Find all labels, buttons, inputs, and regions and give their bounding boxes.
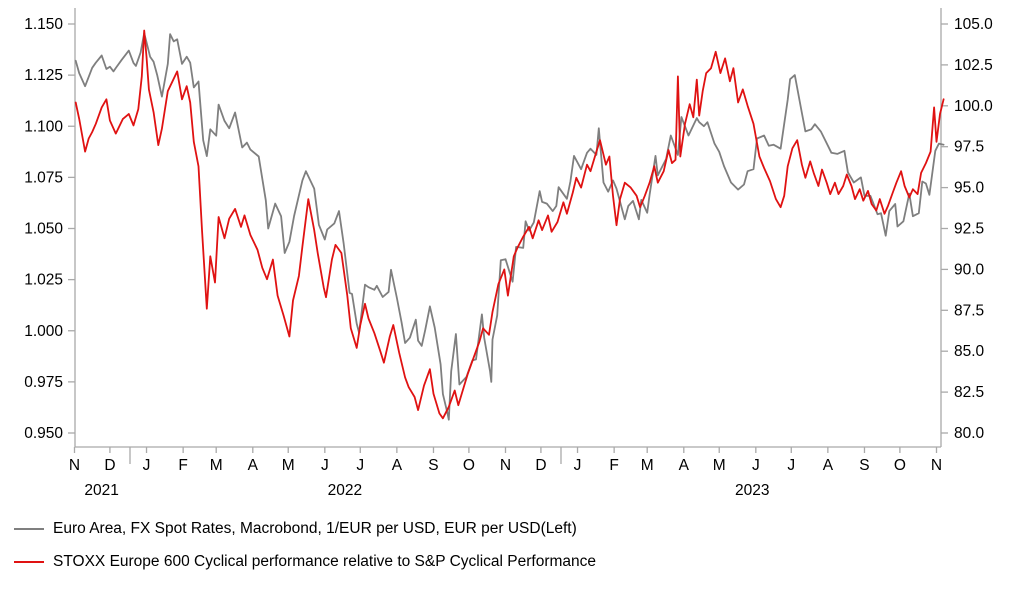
month-tick-label: J (787, 457, 795, 474)
month-tick-label: N (500, 457, 511, 474)
fx-vs-stoxx-relative-performance-chart: 1.150 1.125 1.100 1.075 1.050 1.025 1.000 0.975… (24, 8, 993, 499)
month-tick-label: A (679, 457, 690, 474)
month-tick-label: J (356, 457, 364, 474)
month-tick-label: M (713, 457, 726, 474)
legend: Euro Area, FX Spot Rates, Macrobond, 1/E… (14, 517, 596, 583)
year-label: 2023 (735, 482, 769, 499)
left-axis-tick-label: 1.025 (24, 272, 63, 289)
month-tick-label: N (931, 457, 942, 474)
right-axis-tick-label: 95.0 (954, 180, 985, 197)
month-tick-label: J (752, 457, 760, 474)
month-tick-label: O (463, 457, 475, 474)
right-axis-tick-label: 85.0 (954, 343, 985, 360)
month-tick-label: N (69, 457, 80, 474)
month-tick-label: J (321, 457, 329, 474)
stoxx-relative-series-line (74, 29, 945, 420)
right-axis-tick-label: 87.5 (954, 302, 984, 319)
month-tick-label: M (210, 457, 223, 474)
eur-usd-line-swatch (14, 527, 44, 531)
month-tick-label: A (823, 457, 834, 474)
left-axis-tick-label: 1.125 (24, 67, 63, 84)
left-axis-tick-label: 1.150 (24, 16, 63, 33)
right-axis-tick-label: 82.5 (954, 384, 984, 401)
left-axis-tick-label: 0.950 (24, 425, 63, 442)
left-axis-tick-label: 1.100 (24, 118, 63, 135)
right-axis-tick-label: 105.0 (954, 16, 993, 33)
stoxx-line-swatch (14, 560, 44, 564)
month-tick-label: S (428, 457, 438, 474)
legend-label-stoxx: STOXX Europe 600 Cyclical performance re… (53, 553, 597, 570)
legend-item-eur-usd: Euro Area, FX Spot Rates, Macrobond, 1/E… (14, 517, 596, 541)
month-tick-label: F (178, 457, 187, 474)
month-tick-label: J (574, 457, 582, 474)
month-tick-label: M (282, 457, 295, 474)
right-axis-tick-label: 80.0 (954, 425, 985, 442)
eur-usd-series-line (74, 32, 945, 421)
month-tick-label: J (143, 457, 151, 474)
right-axis-tick-label: 102.5 (954, 57, 993, 74)
right-axis-tick-label: 90.0 (954, 261, 985, 278)
year-label: 2022 (328, 482, 362, 499)
right-axis-tick-label: 97.5 (954, 139, 984, 156)
month-tick-label: O (894, 457, 906, 474)
month-tick-label: D (104, 457, 115, 474)
year-label: 2021 (84, 482, 118, 499)
month-tick-label: S (859, 457, 869, 474)
month-tick-label: A (392, 457, 403, 474)
legend-item-stoxx: STOXX Europe 600 Cyclical performance re… (14, 550, 596, 574)
left-axis-tick-label: 0.975 (24, 374, 63, 391)
legend-label-eur-usd: Euro Area, FX Spot Rates, Macrobond, 1/E… (53, 520, 577, 537)
month-tick-label: A (248, 457, 259, 474)
left-axis-tick-label: 1.075 (24, 169, 63, 186)
month-tick-label: F (609, 457, 618, 474)
left-axis-tick-label: 1.000 (24, 323, 63, 340)
right-axis-tick-label: 92.5 (954, 221, 984, 238)
month-tick-label: D (535, 457, 546, 474)
right-axis-tick-label: 100.0 (954, 98, 993, 115)
left-axis-tick-label: 1.050 (24, 221, 63, 238)
month-tick-label: M (641, 457, 654, 474)
